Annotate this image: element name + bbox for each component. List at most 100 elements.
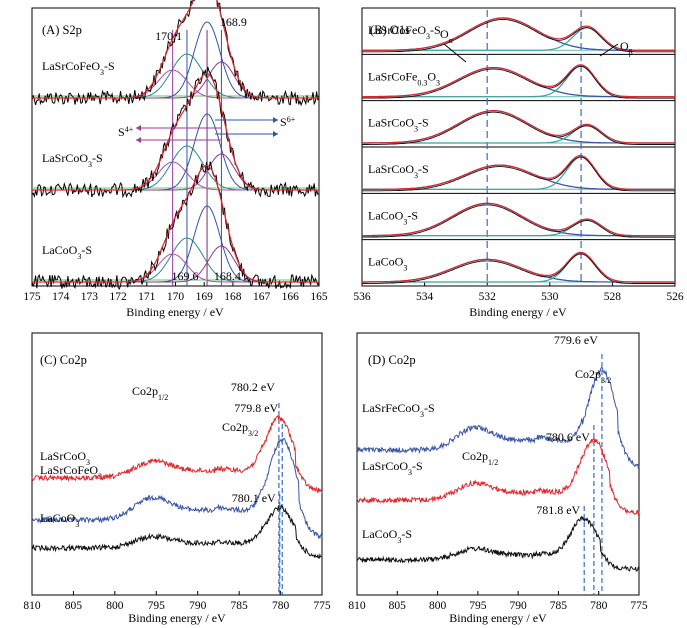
- panel-c-co2p: 810 805 800 795 790 785 780 775 LaSrCoFeO3779.8…: [23, 332, 331, 625]
- panel-b-xlabel: Binding energy / eV: [469, 305, 567, 319]
- panel-a-s6-label: S6+: [280, 115, 296, 130]
- panel-b-fit-curve: [362, 202, 675, 237]
- panel-a-peak-label: 169.6: [171, 269, 198, 283]
- panel-c-co2p12-label: Co2p1/2: [132, 384, 168, 402]
- panel-d-x-tick-label: 800: [429, 600, 447, 612]
- panel-c-x-tick-label: 790: [189, 600, 207, 612]
- panel-a-x-tick-label: 174: [52, 291, 70, 303]
- panel-d-x-tick-label: 790: [510, 600, 528, 612]
- panel-d-spectrum: [356, 436, 640, 516]
- panel-d-co2p12-label: Co2p1/2: [462, 449, 498, 467]
- panel-d-plot: LaSrFeCoO3-S 779.6 eV LaSrCoO3-S 780.6 eV La…: [356, 333, 640, 595]
- panel-a-x-tick-label: 168: [224, 291, 242, 303]
- panel-a-s4-arrowhead: [136, 125, 141, 143]
- panel-b-raw-spectrum: [362, 253, 675, 284]
- panel-b-oalpha-arrow: [443, 43, 467, 63]
- panel-d-x-tick-label: 780: [590, 600, 608, 612]
- panel-c-x-tick-label: 795: [148, 600, 166, 612]
- panel-d-spectrum: [356, 515, 640, 572]
- panel-b-x-ticks: 536 534 532 530 528 526: [353, 282, 684, 303]
- panel-d-series-label: LaCoO3-S: [362, 527, 412, 545]
- panel-c-title: (C) Co2p: [40, 353, 87, 367]
- panel-b-series-label: LaSrCoO3-S: [368, 116, 429, 133]
- panel-a-x-ticks: 175 174 173 172 171 170 169 168 167 166 165: [23, 282, 328, 303]
- panel-c-co2p32-label: Co2p3/2: [222, 420, 258, 438]
- panel-a-peak-label: 170.1: [155, 29, 182, 43]
- panel-c-x-ticks: 810 805 800 795 790 785 780 775: [23, 591, 331, 612]
- panel-b-oalpha-label: Oα: [440, 27, 454, 45]
- panel-b-raw-spectrum: [362, 204, 675, 238]
- panel-b-x-tick-label: 530: [541, 291, 559, 303]
- panel-a-raw-spectrum: [31, 161, 320, 290]
- panel-a-fit-curve: [32, 164, 319, 283]
- panel-c-spectrum: [31, 437, 323, 540]
- panel-b-x-tick-label: 532: [479, 291, 497, 303]
- panel-b-oalpha-curve: [362, 258, 675, 283]
- panel-a-title: (A) S2p: [42, 23, 82, 37]
- panel-a-series-label: LaCoO3-S: [42, 243, 92, 261]
- panel-b-o1s: 536 534 532 530 528 526 LaSrCoFeO3-S LaSrCoFe0…: [353, 7, 684, 319]
- panel-a-raw-spectrum: [31, 66, 320, 199]
- panel-c-peak-label: 780.2 eV: [231, 380, 275, 394]
- panel-c-x-tick-label: 805: [65, 600, 83, 612]
- panel-b-fit-curve: [362, 251, 675, 283]
- panel-b-fit-curve: [362, 154, 675, 190]
- panel-d-co2p32-label: Co2p3/2: [575, 367, 611, 385]
- panel-a-s6-arrowhead: [273, 117, 278, 137]
- panel-d-peak-label: 780.6 eV: [546, 430, 590, 444]
- panel-b-series-label: LaSrCoFe0.3O3: [368, 69, 440, 87]
- panel-b-series-label: LaCoO3-S: [368, 208, 418, 226]
- panel-c-series-label: LaCoO3: [40, 511, 79, 529]
- panel-a-x-tick-label: 171: [138, 291, 156, 303]
- panel-a-x-tick-label: 172: [109, 291, 127, 303]
- panel-c-series-label: LaSrCoO3: [40, 449, 90, 467]
- panel-c-x-tick-label: 785: [231, 600, 249, 612]
- panel-d-x-ticks: 810 805 800 795 790 785 780 775: [348, 591, 648, 612]
- panel-a-x-tick-label: 173: [81, 291, 99, 303]
- panel-a-x-tick-label: 166: [282, 291, 300, 303]
- panel-c-peak-label: 780.1 eV: [232, 491, 276, 505]
- panel-a-peak-label: 168.4: [214, 269, 241, 283]
- panel-a-x-tick-label: 167: [253, 291, 271, 303]
- panel-a-s4-label: S4+: [118, 125, 134, 140]
- panel-c-x-tick-label: 800: [106, 600, 124, 612]
- panel-b-raw-spectrum: [362, 156, 675, 192]
- panel-d-series-label: LaSrFeCoO3-S: [362, 401, 435, 419]
- panel-b-obeta-arrow: [599, 43, 619, 57]
- panel-b-x-tick-label: 528: [604, 291, 622, 303]
- panel-a-x-tick-label: 169: [196, 291, 214, 303]
- panel-d-peak-label: 779.6 eV: [554, 333, 598, 347]
- panel-d-xlabel: Binding energy / eV: [449, 611, 547, 625]
- panel-a-fit-curve: [32, 0, 319, 99]
- panel-d-title: (D) Co2p: [368, 353, 416, 367]
- panel-a-fit-curve: [32, 72, 319, 191]
- panel-b-raw-spectrum: [362, 19, 675, 53]
- panel-b-fit-curve: [362, 110, 675, 144]
- panel-a-x-tick-label: 170: [167, 291, 185, 303]
- panel-b-raw-spectrum: [362, 111, 675, 145]
- panel-c-x-tick-label: 810: [23, 600, 41, 612]
- panel-a-s2p: 175 174 173 172 171 170 169 168 167 166 165 LaSrCo…: [23, 0, 328, 319]
- panel-d-co2p: 810 805 800 795 790 785 780 775 LaSrFeCoO3-S 779…: [348, 332, 648, 625]
- panel-d-x-tick-label: 805: [389, 600, 407, 612]
- panel-d-x-tick-label: 785: [550, 600, 568, 612]
- panel-c-spectrum: [31, 504, 323, 559]
- panel-d-peak-label: 781.8 eV: [536, 503, 580, 517]
- panel-b-x-tick-label: 526: [666, 291, 684, 303]
- panel-d-x-tick-label: 775: [630, 600, 648, 612]
- panel-d-series-label: LaSrCoO3-S: [362, 459, 423, 477]
- panel-b-series-label: LaCoO3: [368, 255, 407, 273]
- panel-c-frame: [31, 332, 323, 596]
- panel-b-obeta-label: Oβ: [620, 39, 633, 57]
- panel-a-xlabel: Binding energy / eV: [126, 305, 224, 319]
- panel-a-x-tick-label: 165: [310, 291, 328, 303]
- panel-b-fit-curve: [362, 64, 675, 98]
- panel-c-spectrum: [31, 414, 323, 494]
- panel-c-xlabel: Binding energy / eV: [128, 611, 226, 625]
- panel-d-x-tick-label: 810: [348, 600, 366, 612]
- panel-b-series-label: LaSrCoO3-S: [368, 162, 429, 180]
- panel-a-peak-label: 168.9: [220, 15, 247, 29]
- panel-b-series-label: LaSrCoFeO3-S: [368, 23, 441, 41]
- panel-b-title: (B) O1s: [370, 23, 410, 37]
